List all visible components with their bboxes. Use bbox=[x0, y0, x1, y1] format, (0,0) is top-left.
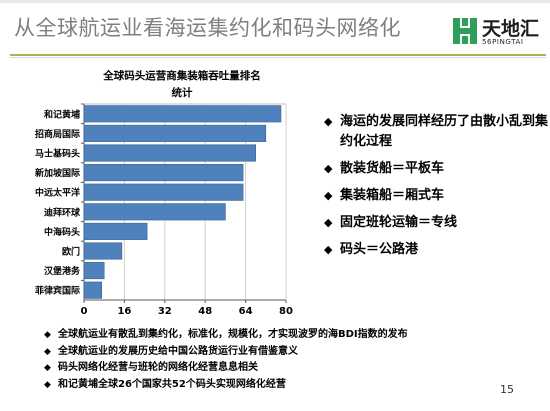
category-label: 和记黄埔 bbox=[43, 108, 80, 120]
bullet-item: ◆ 固定班轮运输＝专线 bbox=[322, 213, 548, 233]
chart-title-line2: 统计 bbox=[171, 87, 193, 99]
summary-text: 码头网络化经营与班轮的网络化经营息息相关 bbox=[58, 362, 258, 373]
x-tick-label: 0 bbox=[81, 306, 88, 317]
diamond-bullet-icon: ◆ bbox=[324, 189, 333, 202]
logo-mark-icon bbox=[453, 18, 477, 44]
bar bbox=[83, 262, 105, 280]
x-tick-label: 64 bbox=[239, 306, 253, 317]
top-strip bbox=[0, 0, 550, 3]
bar bbox=[83, 281, 102, 299]
x-tick-label: 16 bbox=[117, 306, 131, 317]
bullet-item: ◆ 海运的发展同样经历了由散小乱到集约化过程 bbox=[322, 112, 548, 152]
summary-point: ◆ 码头网络化经营与班轮的网络化经营息息相关 bbox=[44, 360, 524, 377]
bar bbox=[83, 222, 148, 240]
bullet-item: ◆ 码头＝公路港 bbox=[322, 240, 548, 260]
logo-english-name: 56PINGTAI bbox=[482, 38, 524, 46]
summary-point: ◆ 全球航运业有散乱到集约化，标准化，规模化，才实现波罗的海BDI指数的发布 bbox=[44, 327, 524, 344]
logo-chinese-name: 天地汇 bbox=[482, 18, 540, 40]
category-label: 菲律宾国际 bbox=[35, 285, 80, 297]
category-label: 马士基码头 bbox=[35, 148, 80, 160]
x-tick-label: 80 bbox=[279, 306, 293, 317]
chart-container: 全球码头运营商集装箱吞吐量排名 统计 0 16 32 48 64 80 和记黄埔招商局国际马… bbox=[22, 60, 309, 322]
category-label: 欧门 bbox=[62, 246, 80, 258]
company-logo: 天地汇 56PINGTAI bbox=[452, 14, 546, 50]
bullet-item: ◆ 集装箱船＝厢式车 bbox=[322, 186, 548, 206]
summary-text: 全球航运业有散乱到集约化，标准化，规模化，才实现波罗的海BDI指数的发布 bbox=[58, 329, 408, 340]
summary-text: 和记黄埔全球26个国家共52个码头实现网络化经营 bbox=[58, 378, 286, 390]
title-divider bbox=[10, 54, 546, 56]
diamond-bullet-icon: ◆ bbox=[324, 216, 333, 229]
category-label: 招商局国际 bbox=[35, 128, 80, 140]
bullet-item: ◆ 散装货船＝平板车 bbox=[322, 159, 548, 179]
chart-title-line1: 全球码头运营商集装箱吞吐量排名 bbox=[103, 70, 261, 82]
diamond-bullet-icon: ◆ bbox=[44, 363, 51, 373]
page-number: 15 bbox=[500, 383, 514, 396]
category-label: 迪拜环球 bbox=[44, 206, 81, 218]
diamond-bullet-icon: ◆ bbox=[324, 243, 333, 256]
summary-point: ◆ 全球航运业的发展历史给中国公路货运行业有借鉴意义 bbox=[44, 344, 524, 361]
title-divider-thin bbox=[10, 57, 546, 58]
bar bbox=[83, 124, 267, 142]
bar bbox=[83, 183, 244, 201]
bar-chart: 0 16 32 48 64 80 和记黄埔招商局国际马士基码头新加坡国际中远太平洋迪拜环球中… bbox=[35, 103, 293, 317]
slide-title: 从全球航运业看海运集约化和码头网络化 bbox=[14, 16, 401, 40]
bar bbox=[83, 144, 256, 162]
diamond-bullet-icon: ◆ bbox=[44, 379, 51, 390]
chart-title: 全球码头运营商集装箱吞吐量排名 统计 bbox=[62, 68, 302, 102]
diamond-bullet-icon: ◆ bbox=[324, 115, 333, 128]
diamond-bullet-icon: ◆ bbox=[44, 330, 51, 340]
bullet-text: 海运的发展同样经历了由散小乱到集约化过程 bbox=[340, 114, 549, 149]
bar bbox=[83, 242, 123, 260]
bullet-text: 散装货船＝平板车 bbox=[340, 161, 445, 176]
bar bbox=[83, 105, 282, 123]
summary-point: ◆ 和记黄埔全球26个国家共52个码头实现网络化经营 bbox=[44, 377, 524, 394]
category-label: 新加坡国际 bbox=[35, 167, 80, 179]
summary-text: 全球航运业的发展历史给中国公路货运行业有借鉴意义 bbox=[58, 345, 298, 357]
x-tick-label: 48 bbox=[198, 306, 212, 317]
diamond-bullet-icon: ◆ bbox=[324, 162, 333, 175]
bullet-text: 集装箱船＝厢式车 bbox=[340, 188, 445, 203]
category-label: 汉堡港务 bbox=[44, 265, 81, 277]
bar bbox=[83, 203, 226, 221]
bullet-text: 码头＝公路港 bbox=[340, 242, 419, 257]
summary-points: ◆ 全球航运业有散乱到集约化，标准化，规模化，才实现波罗的海BDI指数的发布 ◆ 全… bbox=[44, 327, 524, 393]
category-label: 中海码头 bbox=[44, 226, 80, 238]
bullet-text: 固定班轮运输＝专线 bbox=[340, 215, 458, 230]
bar bbox=[83, 164, 244, 182]
diamond-bullet-icon: ◆ bbox=[44, 346, 51, 357]
category-label: 中远太平洋 bbox=[35, 187, 80, 199]
x-tick-label: 32 bbox=[158, 306, 172, 317]
bullet-list: ◆ 海运的发展同样经历了由散小乱到集约化过程 ◆ 散装货船＝平板车 ◆ 集装箱船＝厢式… bbox=[322, 112, 548, 267]
